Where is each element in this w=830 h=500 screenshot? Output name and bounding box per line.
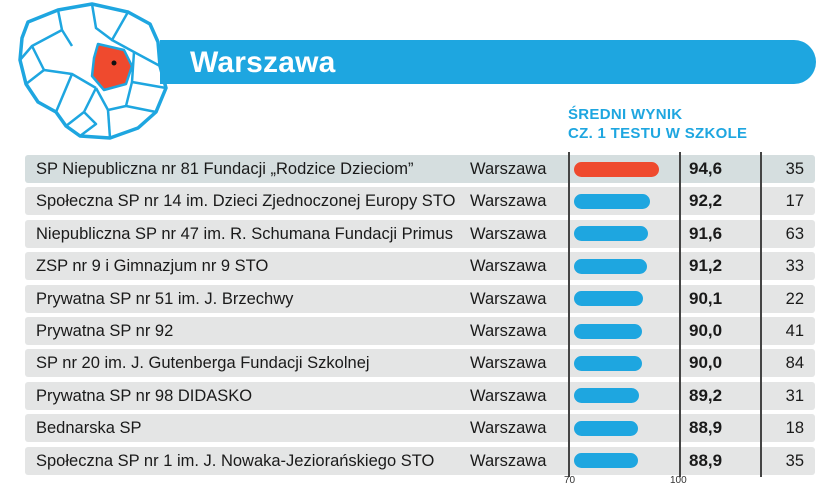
table-row [25, 381, 815, 410]
score-bar [574, 355, 643, 371]
school-name: SP Niepubliczna nr 81 Fundacji „Rodzice … [36, 160, 414, 178]
score-value: 91,2 [689, 256, 723, 276]
column-header: ŚREDNI WYNIK CZ. 1 TESTU W SZKOLE [568, 105, 828, 143]
poland-map-icon [18, 2, 168, 140]
table-row [25, 414, 815, 443]
student-count: 84 [785, 354, 804, 373]
school-name: Prywatna SP nr 92 [36, 322, 174, 340]
city-name: Warszawa [470, 322, 547, 340]
student-count: 35 [785, 160, 804, 178]
city-name: Warszawa [470, 257, 547, 276]
student-count: 31 [785, 386, 804, 405]
score-value: 90,0 [689, 353, 723, 373]
school-name: Niepubliczna SP nr 47 im. R. Schumana Fu… [36, 224, 453, 243]
table-row [25, 187, 815, 216]
city-name: Warszawa [470, 354, 547, 373]
score-bar [574, 323, 643, 339]
score-bar [574, 420, 639, 436]
school-name: ZSP nr 9 i Gimnazjum nr 9 STO [36, 257, 269, 276]
count-column-divider [760, 152, 762, 477]
column-header-line1: ŚREDNI WYNIK [568, 106, 683, 123]
school-name: Społeczna SP nr 14 im. Dzieci Zjednoczon… [36, 192, 456, 211]
score-value: 91,6 [689, 223, 723, 243]
city-name: Warszawa [470, 192, 547, 211]
score-bar [574, 453, 639, 469]
score-value: 90,0 [689, 321, 723, 340]
masovia-region-highlight [90, 42, 134, 92]
table-row [25, 155, 815, 183]
title-bar [160, 40, 816, 84]
student-count: 33 [785, 257, 804, 276]
axis-line-start [568, 152, 570, 477]
table-row [25, 219, 815, 248]
score-value: 89,2 [689, 385, 723, 405]
table-row [25, 349, 815, 378]
x-tick-label: 70 [564, 475, 576, 486]
school-name: Społeczna SP nr 1 im. J. Nowaka-Jeziorań… [36, 451, 435, 470]
student-count: 17 [785, 192, 804, 211]
score-value: 92,2 [689, 191, 723, 211]
score-bar [574, 161, 660, 177]
axis-line-end [679, 152, 681, 477]
school-name: SP nr 20 im. J. Gutenberga Fundacji Szko… [36, 354, 370, 373]
student-count: 41 [785, 322, 804, 340]
score-bar [574, 388, 640, 404]
city-name: Warszawa [470, 451, 547, 470]
school-name: Prywatna SP nr 98 DIDASKO [36, 386, 253, 405]
table-row [25, 252, 815, 281]
score-value: 94,6 [689, 159, 723, 178]
score-value: 88,9 [689, 418, 723, 438]
score-value: 88,9 [689, 450, 723, 470]
city-name: Warszawa [470, 289, 547, 308]
score-bar [574, 193, 651, 209]
student-count: 35 [785, 451, 804, 470]
city-name: Warszawa [470, 224, 547, 243]
city-name: Warszawa [470, 160, 547, 178]
column-header-line2: CZ. 1 TESTU W SZKOLE [568, 125, 748, 142]
table-row [25, 284, 815, 313]
student-count: 22 [785, 289, 804, 308]
warsaw-dot-icon [111, 60, 117, 66]
city-name: Warszawa [470, 386, 547, 405]
x-tick-label: 100 [670, 475, 687, 486]
page-title: Warszawa [190, 46, 336, 79]
city-name: Warszawa [470, 419, 547, 438]
score-bar [574, 291, 643, 307]
school-name: Bednarska SP [36, 419, 142, 438]
table-row [25, 317, 815, 345]
score-bar [574, 226, 649, 242]
student-count: 18 [785, 419, 804, 438]
school-name: Prywatna SP nr 51 im. J. Brzechwy [36, 289, 294, 308]
table-row [25, 446, 815, 475]
score-value: 90,1 [689, 288, 723, 308]
student-count: 63 [785, 224, 804, 243]
score-bar [574, 258, 647, 274]
